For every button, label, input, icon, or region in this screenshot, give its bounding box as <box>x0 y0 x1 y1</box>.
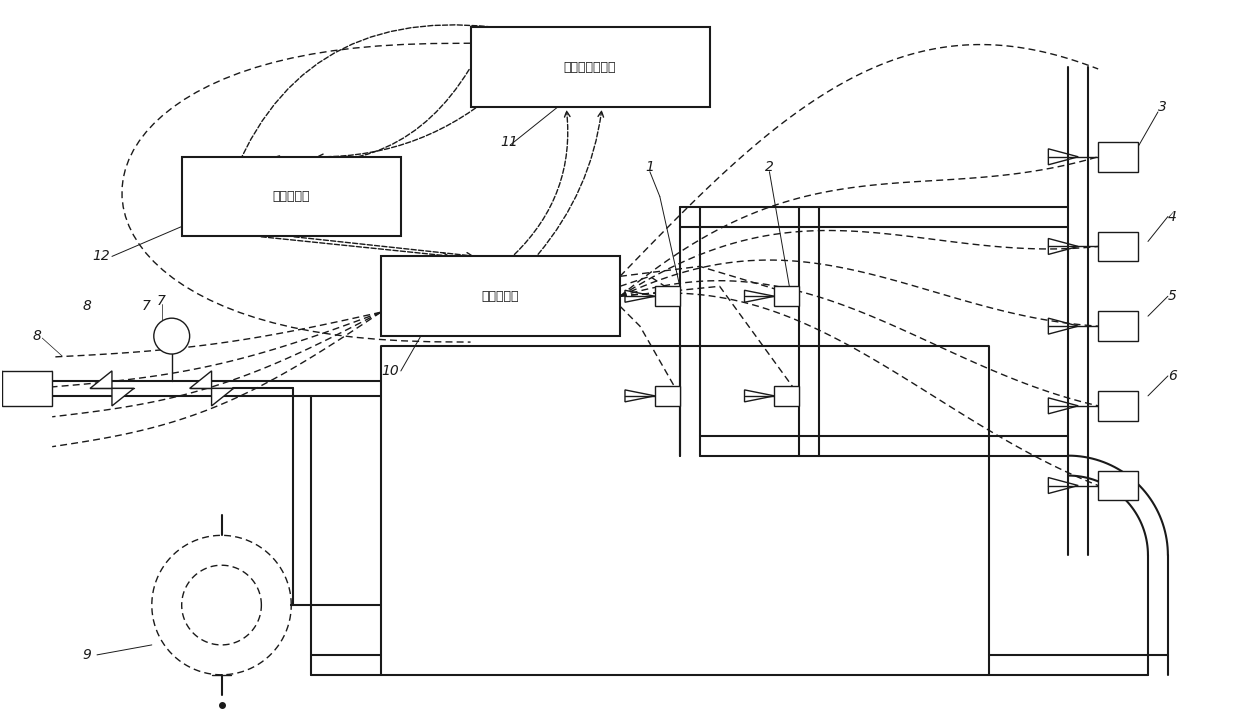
Text: 10: 10 <box>381 364 399 378</box>
Polygon shape <box>190 371 212 388</box>
Bar <box>1099 391 1138 421</box>
Polygon shape <box>91 371 112 388</box>
Bar <box>775 286 800 306</box>
Bar <box>381 256 620 336</box>
Text: 8: 8 <box>32 329 41 343</box>
Text: 7: 7 <box>156 294 166 309</box>
Text: 2: 2 <box>765 160 774 174</box>
Circle shape <box>154 318 190 354</box>
Text: 3: 3 <box>1158 100 1167 114</box>
Text: 数据采集器: 数据采集器 <box>481 290 520 303</box>
Bar <box>655 286 680 306</box>
Text: 11: 11 <box>501 135 518 149</box>
Text: 12: 12 <box>92 250 110 264</box>
Bar <box>1099 232 1138 261</box>
Bar <box>470 28 709 107</box>
Bar <box>1099 470 1138 500</box>
Text: 8: 8 <box>82 299 91 313</box>
Text: 6: 6 <box>1168 369 1177 383</box>
Bar <box>1099 311 1138 341</box>
Text: 7: 7 <box>141 299 151 313</box>
Text: 9: 9 <box>82 648 91 662</box>
Bar <box>182 157 401 237</box>
Bar <box>2 371 52 406</box>
Polygon shape <box>212 388 233 406</box>
Polygon shape <box>112 388 134 406</box>
Text: 就地数据处理器: 就地数据处理器 <box>564 61 616 73</box>
Bar <box>655 386 680 406</box>
Text: 4: 4 <box>1168 210 1177 224</box>
Text: 数据传输器: 数据传输器 <box>273 190 310 203</box>
Text: 5: 5 <box>1168 289 1177 303</box>
Text: 1: 1 <box>646 160 655 174</box>
Bar <box>1099 142 1138 172</box>
Bar <box>775 386 800 406</box>
